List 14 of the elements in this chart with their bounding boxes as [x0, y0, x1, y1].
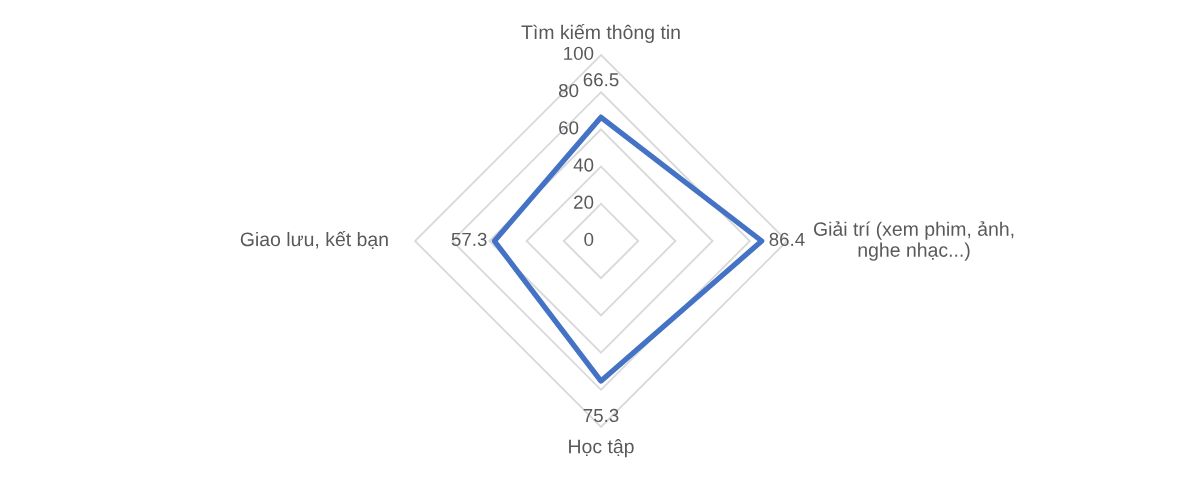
y-tick-label: 100 — [564, 46, 594, 61]
data-label: 86.4 — [769, 232, 805, 247]
data-label: 57.3 — [451, 232, 487, 247]
y-tick-label: 20 — [574, 195, 594, 209]
spoke-label: Giải trí (xem phim, ảnh, nghe nhạc...) — [813, 221, 1014, 261]
y-tick-label: 0 — [584, 232, 594, 247]
y-tick-label: 60 — [559, 121, 579, 135]
y-tick-label: 40 — [573, 158, 594, 172]
spoke-label: Giao lưu, kết bạn — [240, 231, 388, 249]
data-label: 75.3 — [583, 408, 619, 423]
y-tick-label: 80 — [558, 83, 579, 98]
spoke-label: Học tập — [569, 439, 634, 458]
data-label: 66.5 — [583, 73, 619, 87]
spoke-label: Tìm kiếm thông tin — [521, 24, 680, 43]
